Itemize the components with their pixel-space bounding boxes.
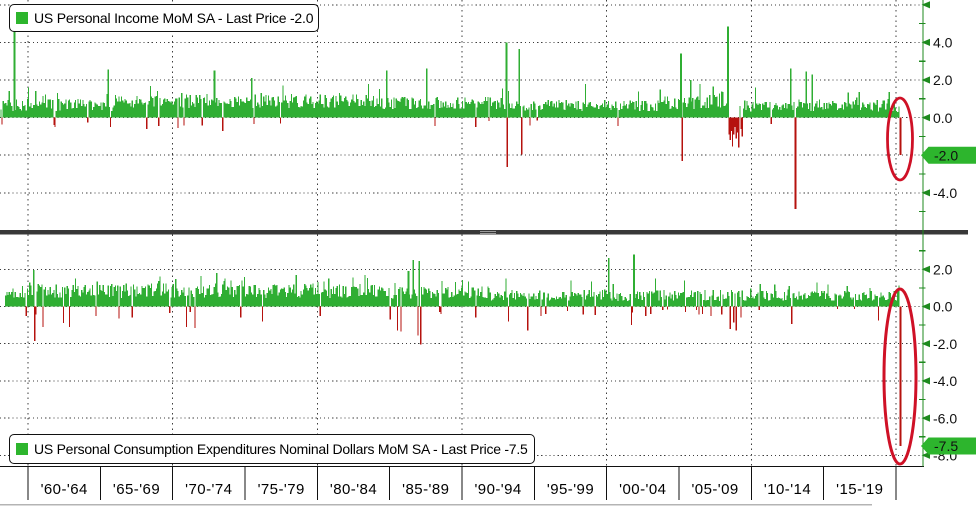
svg-text:'80-'84: '80-'84 [330, 481, 377, 498]
svg-text:'65-'69: '65-'69 [113, 481, 160, 498]
svg-text:'00-'04: '00-'04 [619, 481, 666, 498]
svg-text:2.0: 2.0 [933, 72, 953, 88]
svg-text:'60-'64: '60-'64 [41, 481, 88, 498]
svg-text:4.0: 4.0 [933, 35, 953, 51]
svg-text:-4.0: -4.0 [933, 373, 957, 389]
svg-text:-2.0: -2.0 [933, 336, 957, 352]
svg-text:0.0: 0.0 [933, 110, 953, 126]
svg-text:'90-'94: '90-'94 [474, 481, 521, 498]
svg-text:-2.0: -2.0 [934, 147, 958, 163]
svg-text:'10-'14: '10-'14 [764, 481, 811, 498]
svg-text:'95-'99: '95-'99 [547, 481, 594, 498]
svg-text:0.0: 0.0 [933, 299, 953, 315]
svg-text:2.0: 2.0 [933, 262, 953, 278]
svg-text:'75-'79: '75-'79 [258, 481, 305, 498]
svg-text:'70-'74: '70-'74 [185, 481, 232, 498]
svg-text:'05-'09: '05-'09 [691, 481, 738, 498]
svg-text:-7.5: -7.5 [934, 438, 958, 454]
svg-text:'85-'89: '85-'89 [402, 481, 449, 498]
svg-text:'15-'19: '15-'19 [836, 481, 883, 498]
svg-text:-4.0: -4.0 [933, 185, 957, 201]
svg-text:-6.0: -6.0 [933, 410, 957, 426]
